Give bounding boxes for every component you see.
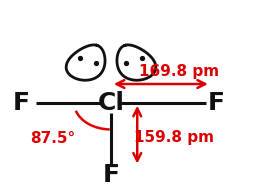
- Text: F: F: [13, 91, 30, 115]
- Text: 169.8 pm: 169.8 pm: [139, 64, 219, 79]
- Text: 87.5°: 87.5°: [31, 131, 76, 146]
- Text: F: F: [208, 91, 225, 115]
- Text: Cl: Cl: [97, 91, 125, 115]
- Text: 159.8 pm: 159.8 pm: [134, 129, 214, 145]
- Text: F: F: [102, 163, 120, 187]
